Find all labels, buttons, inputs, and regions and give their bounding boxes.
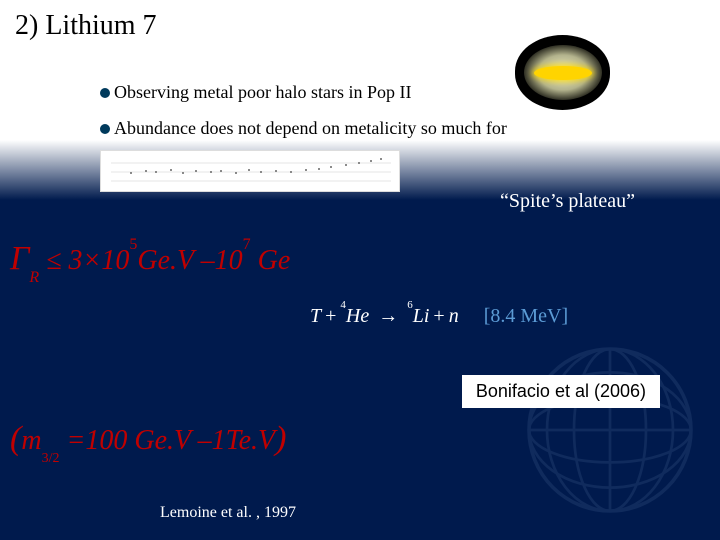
eq1-coeff: 3 [69,245,83,276]
eq2-mev: [8.4 MeV] [464,305,568,327]
galaxy-halo [524,45,602,100]
eq1-times: × [83,245,102,276]
eq1-p2: 10 [215,245,243,276]
eq1-rel: ≤ [46,245,61,276]
slide: 2) Lithium 7 Observing metal poor halo s… [0,0,720,540]
eq1-u1: Ge.V [137,245,193,276]
bullet-2: Abundance does not depend on metalicity … [100,118,507,139]
bullet-icon [100,88,110,98]
eq1-e2: 7 [243,236,251,253]
eq3-sub: 3/2 [42,451,60,466]
spectral-plot [100,150,400,192]
globe-watermark-icon [520,340,700,520]
eq1-dash: – [201,245,215,276]
bullet-1: Observing metal poor halo stars in Pop I… [100,82,411,103]
eq3-eq: = [66,425,85,456]
eq3-u1: Ge.V [134,425,190,456]
lemoine-citation: Lemoine et al. , 1997 [160,504,296,522]
equation-gamma: ΓR ≤ 3×105Ge.V –107 Ge [10,240,290,281]
eq1-e1: 5 [129,236,137,253]
bullet-1-text: Observing metal poor halo stars in Pop I… [114,82,411,103]
eq2-arrow: → [374,305,402,327]
spite-label: “Spite’s plateau” [500,190,635,213]
equation-mass: (m3/2 =100 Ge.V –1Te.V) [10,420,286,461]
eq3-dash: – [198,425,212,456]
eq2-lisup: 6 [407,299,413,311]
bullet-icon [100,124,110,134]
eq2-hesup: 4 [340,299,346,311]
eq2-t: T [310,305,321,327]
galaxy-disk [534,66,592,80]
eq1-gamma: Γ [10,240,29,277]
eq3-u2: Te.V [226,425,276,456]
galaxy-icon [515,35,610,110]
spectral-plot-svg [101,151,401,193]
slide-title: 2) Lithium 7 [15,10,157,42]
equation-reaction: T+4He → 6Li+n [8.4 MeV] [310,305,568,328]
eq3-v2: 1 [212,425,226,456]
eq2-he: He [346,305,369,327]
bullet-2-text: Abundance does not depend on metalicity … [114,118,507,139]
eq1-sub: R [29,269,39,286]
bonifacio-box: Bonifacio et al (2006) [462,375,660,408]
eq3-lp: ( [10,420,21,457]
eq1-p1: 10 [101,245,129,276]
eq2-li: Li [413,305,430,327]
eq1-u2: Ge [258,245,291,276]
eq3-m: m [21,425,41,456]
eq2-n: n [449,305,459,327]
eq3-v1: 100 [85,425,127,456]
eq3-rp: ) [275,420,286,457]
